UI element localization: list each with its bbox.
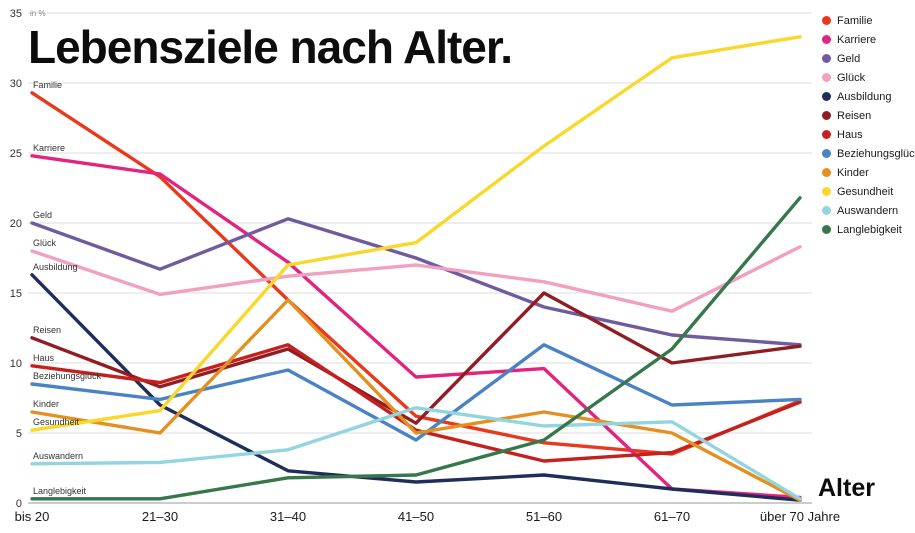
legend-label: Beziehungsglück [837,147,915,160]
legend-item-beziehungsgl-ck: Beziehungsglück [822,144,915,163]
series-start-label-langlebigkeit: Langlebigkeit [33,486,87,496]
legend-label: Gesundheit [837,185,894,198]
x-axis-tick-label: 61–70 [654,509,690,524]
series-line-familie [30,91,802,456]
page-title: Lebensziele nach Alter. [28,21,513,73]
series-start-label-familie: Familie [33,80,62,90]
series-line-haus [30,343,802,463]
legend-label: Geld [837,52,861,65]
series-start-label-kinder: Kinder [33,399,59,409]
legend-color-dot [822,35,831,44]
legend-label: Haus [837,128,863,141]
series-line-ausbildung [30,273,802,502]
series-start-label-ausbildung: Ausbildung [33,262,78,272]
series-line-kinder [30,298,802,502]
legend-color-dot [822,111,831,120]
series-line-beziehungsgl-ck [30,343,802,442]
legend-color-dot [822,225,831,234]
x-axis-title: Alter [818,474,875,502]
legend-color-dot [822,16,831,25]
x-axis-tick-label: über 70 Jahre [760,509,840,524]
y-axis-tick-label: 30 [10,78,22,90]
legend-label: Glück [837,71,866,84]
legend-item-ausbildung: Ausbildung [822,87,915,106]
y-axis-unit-label: in % [30,9,46,18]
x-axis-tick-label: 31–40 [270,509,306,524]
y-axis-tick-label: 0 [16,498,22,510]
y-axis-tick-label: 15 [10,288,22,300]
legend-color-dot [822,206,831,215]
legend-item-kinder: Kinder [822,163,915,182]
legend-color-dot [822,130,831,139]
series-start-label-gesundheit: Gesundheit [33,417,80,427]
x-axis-tick-label: 41–50 [398,509,434,524]
legend-item-reisen: Reisen [822,106,915,125]
y-axis-tick-label: 35 [10,8,22,20]
series-line-gesundheit [30,35,802,432]
legend-label: Reisen [837,109,872,122]
series-start-label-geld: Geld [33,210,52,220]
legend-color-dot [822,168,831,177]
series-start-label-haus: Haus [33,353,55,363]
x-axis-tick-label: bis 20 [15,509,50,524]
legend-label: Langlebigkeit [837,223,902,236]
legend-item-auswandern: Auswandern [822,201,915,220]
legend-item-langlebigkeit: Langlebigkeit [822,220,915,239]
series-start-label-beziehungsgl-ck: Beziehungsglück [33,371,102,381]
y-axis-tick-label: 20 [10,218,22,230]
x-axis-tick-label: 21–30 [142,509,178,524]
legend-label: Ausbildung [837,90,892,103]
legend-color-dot [822,187,831,196]
series-line-gl-ck [30,245,802,313]
legend-color-dot [822,149,831,158]
series-line-langlebigkeit [30,196,802,501]
legend-item-familie: Familie [822,11,915,30]
legend-item-geld: Geld [822,49,915,68]
x-axis-tick-label: 51–60 [526,509,562,524]
y-axis-tick-label: 25 [10,148,22,160]
legend-label: Kinder [837,166,869,179]
legend-color-dot [822,73,831,82]
series-line-geld [30,217,802,347]
series-line-auswandern [30,406,802,501]
series-start-label-karriere: Karriere [33,143,65,153]
y-axis-tick-label: 10 [10,358,22,370]
legend-item-karriere: Karriere [822,30,915,49]
legend: Familie Karriere Geld Glück Ausbildung Reisen… [822,11,915,239]
legend-item-gl-ck: Glück [822,68,915,87]
legend-color-dot [822,54,831,63]
series-start-label-auswandern: Auswandern [33,451,83,461]
series-start-label-reisen: Reisen [33,325,61,335]
legend-item-haus: Haus [822,125,915,144]
legend-label: Karriere [837,33,877,46]
legend-label: Auswandern [837,204,899,217]
series-start-label-gl-ck: Glück [33,238,57,248]
legend-label: Familie [837,14,873,27]
series-line-reisen [30,291,802,425]
y-axis-tick-label: 5 [16,428,22,440]
legend-color-dot [822,92,831,101]
legend-item-gesundheit: Gesundheit [822,182,915,201]
